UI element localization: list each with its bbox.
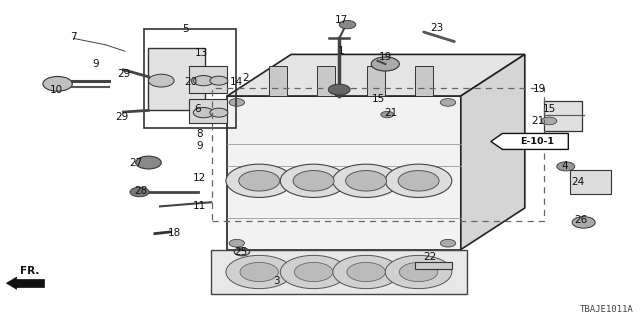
Bar [367,66,385,96]
Bar [269,66,287,96]
Text: 19: 19 [533,84,546,94]
Text: 19: 19 [380,52,392,62]
Circle shape [240,262,278,282]
Text: FR.: FR. [20,266,40,276]
Text: 6: 6 [194,104,200,114]
Polygon shape [211,250,467,294]
Text: 11: 11 [193,201,206,211]
Text: 21: 21 [384,108,397,118]
Bar [570,170,611,194]
Text: 15: 15 [543,104,556,115]
Text: 5: 5 [182,24,189,34]
Text: E-10-1: E-10-1 [520,137,555,146]
Circle shape [398,171,439,191]
Circle shape [381,111,394,118]
Text: 2: 2 [242,73,248,83]
Polygon shape [461,54,525,250]
Text: 29: 29 [117,68,130,79]
Text: 20: 20 [184,77,197,87]
Text: 21: 21 [531,116,544,126]
Circle shape [130,187,149,197]
Text: 14: 14 [230,77,243,87]
Text: 3: 3 [273,276,280,286]
Circle shape [371,57,399,71]
Text: 7: 7 [70,32,77,42]
Text: 8: 8 [196,129,203,139]
Circle shape [399,262,438,282]
Circle shape [193,108,214,118]
Text: 4: 4 [561,161,568,171]
Text: 12: 12 [193,173,206,183]
Circle shape [293,171,334,191]
Text: 10: 10 [50,85,63,95]
Bar [415,66,433,96]
Circle shape [239,171,280,191]
Polygon shape [227,96,461,250]
Text: TBAJE1011A: TBAJE1011A [580,305,634,314]
Bar [189,99,227,123]
Circle shape [328,84,350,95]
Circle shape [557,162,575,171]
Circle shape [193,76,214,86]
Circle shape [226,255,292,289]
Text: 9: 9 [93,59,99,69]
Circle shape [572,217,595,228]
Circle shape [226,164,292,197]
Circle shape [346,171,387,191]
Circle shape [280,255,347,289]
Text: 17: 17 [335,15,348,25]
Polygon shape [14,279,44,287]
Circle shape [229,239,244,247]
Text: 9: 9 [196,141,203,151]
Polygon shape [6,277,17,289]
Circle shape [385,255,452,289]
Polygon shape [491,133,568,149]
Circle shape [210,76,228,85]
Circle shape [347,262,385,282]
Circle shape [339,20,356,29]
Circle shape [43,76,72,91]
Text: 15: 15 [372,93,385,104]
Text: 26: 26 [575,215,588,225]
Circle shape [136,156,161,169]
Bar [415,262,452,269]
Circle shape [385,164,452,197]
Text: 18: 18 [168,228,180,238]
Text: 29: 29 [115,112,128,123]
Bar [212,88,544,221]
Text: 28: 28 [134,186,147,196]
Text: 1: 1 [338,45,344,56]
Text: 23: 23 [430,23,443,33]
Circle shape [333,255,399,289]
Circle shape [440,239,456,247]
Circle shape [333,164,399,197]
Text: 22: 22 [424,252,436,262]
Text: 24: 24 [572,177,584,187]
Circle shape [148,74,174,87]
Bar [544,101,582,131]
Text: 13: 13 [195,48,208,59]
Circle shape [294,262,333,282]
Circle shape [210,108,228,117]
Text: 27: 27 [130,157,143,168]
Circle shape [229,99,244,106]
Bar [148,48,205,110]
Bar [189,66,227,93]
Circle shape [440,99,456,106]
Polygon shape [227,54,525,96]
Circle shape [541,117,557,125]
Circle shape [280,164,347,197]
Bar [317,66,335,96]
Text: 25: 25 [235,247,248,257]
